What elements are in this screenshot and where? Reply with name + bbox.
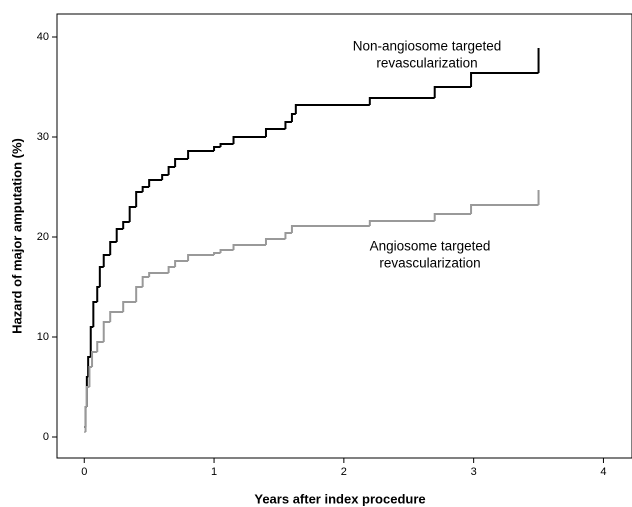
step [92, 301, 98, 327]
x-tick-label: 0 [81, 466, 87, 478]
series-label: Non-angiosome targeted [353, 39, 502, 54]
step [122, 301, 137, 312]
x-axis-title: Years after index procedure [254, 491, 425, 506]
step [264, 128, 286, 137]
step [85, 386, 90, 407]
step [433, 86, 472, 98]
step [102, 321, 111, 342]
x-tick-label: 1 [211, 466, 217, 478]
y-tick-label: 20 [37, 231, 49, 243]
step [284, 232, 292, 239]
step [167, 266, 176, 273]
x-tick-label: 3 [471, 466, 477, 478]
series-label: Angiosome targeted [370, 239, 491, 254]
step [98, 266, 104, 287]
step [433, 213, 472, 221]
step [213, 146, 221, 151]
step [135, 286, 143, 302]
step [219, 143, 234, 147]
y-tick-label: 0 [43, 431, 49, 443]
step [128, 206, 137, 222]
step [88, 366, 93, 387]
step [148, 272, 169, 277]
step [109, 311, 124, 322]
step [232, 244, 266, 250]
step [290, 113, 296, 122]
y-tick-label: 10 [37, 331, 49, 343]
x-tick-label: 2 [341, 466, 347, 478]
step [232, 136, 266, 144]
step [91, 351, 98, 367]
step [219, 249, 234, 253]
step [84, 406, 87, 432]
step [115, 228, 124, 242]
step [141, 186, 150, 192]
step [141, 276, 150, 287]
series-label: revascularization [379, 256, 480, 271]
step [174, 260, 189, 267]
step [187, 254, 215, 261]
step [264, 238, 286, 245]
step [167, 166, 176, 175]
step [96, 341, 104, 352]
step [174, 158, 189, 167]
step [284, 121, 292, 129]
step [213, 252, 221, 255]
step [109, 241, 117, 255]
y-tick-label: 30 [37, 131, 49, 143]
step [294, 104, 370, 114]
step [290, 225, 370, 233]
step [96, 286, 100, 302]
x-tick-label: 4 [600, 466, 606, 478]
step [470, 72, 539, 87]
step [368, 220, 435, 226]
y-axis-title: Hazard of major amputation (%) [9, 138, 24, 334]
y-tick-label: 40 [37, 31, 49, 43]
step [102, 254, 111, 267]
step [368, 97, 435, 105]
series-label: revascularization [376, 56, 477, 71]
plot-frame [56, 13, 632, 459]
step [161, 174, 169, 180]
step [122, 221, 130, 229]
step [187, 150, 215, 159]
step [135, 191, 143, 207]
step [148, 179, 163, 187]
step [470, 204, 539, 214]
